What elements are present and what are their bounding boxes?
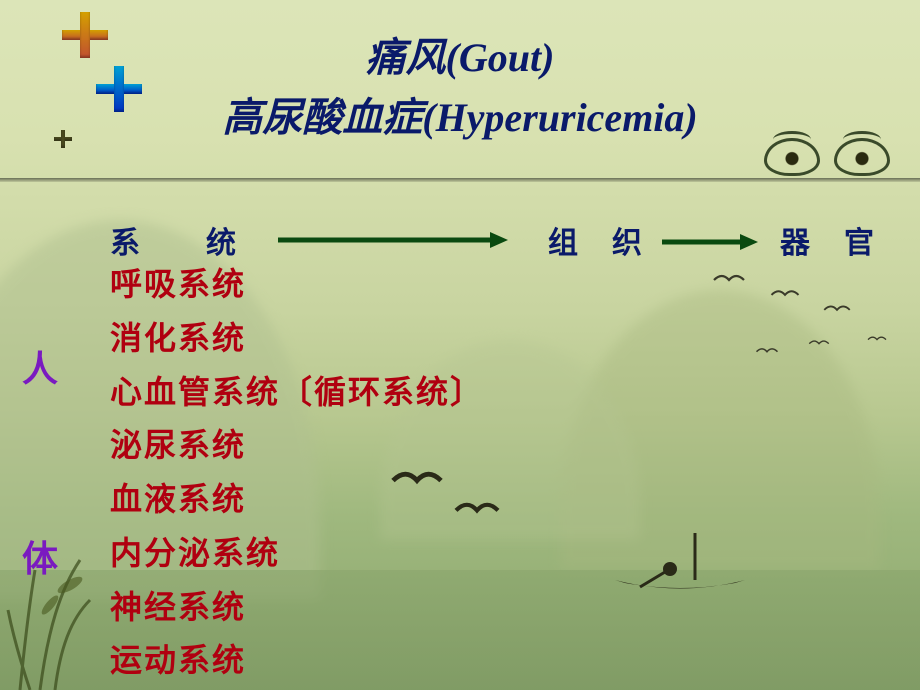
system-item: 神经系统	[110, 581, 484, 635]
system-item: 运动系统	[110, 634, 484, 688]
system-item: 内分泌系统	[110, 527, 484, 581]
bird-icon	[808, 337, 830, 349]
flow-label-organ: 器 官	[780, 218, 876, 262]
title-line-2: 高尿酸血症(Hyperuricemia)	[0, 88, 920, 148]
arrow-icon	[278, 230, 508, 250]
bird-icon	[453, 496, 501, 521]
bg-boat	[610, 525, 750, 595]
vertical-label-2: 体	[22, 530, 58, 582]
slide-title: 痛风(Gout) 高尿酸血症(Hyperuricemia)	[0, 28, 920, 148]
system-item: 心血管系统〔循环系统〕	[110, 366, 484, 420]
vertical-label-1: 人	[22, 340, 58, 392]
bird-icon	[867, 334, 887, 345]
bird-icon	[712, 270, 746, 288]
system-item: 消化系统	[110, 312, 484, 366]
bird-icon	[823, 301, 852, 316]
flow-label-system: 系 统	[110, 218, 238, 262]
divider	[0, 178, 920, 182]
bird-icon	[770, 286, 801, 302]
title-line-1: 痛风(Gout)	[0, 28, 920, 88]
bird-icon	[390, 465, 444, 494]
bird-icon	[755, 345, 779, 358]
arrow-icon	[662, 232, 758, 252]
flow-label-tissue: 组 织	[548, 218, 644, 262]
system-item: 呼吸系统	[110, 258, 484, 312]
slide: 痛风(Gout) 高尿酸血症(Hyperuricemia) 系 统 组 织 器 …	[0, 0, 920, 690]
